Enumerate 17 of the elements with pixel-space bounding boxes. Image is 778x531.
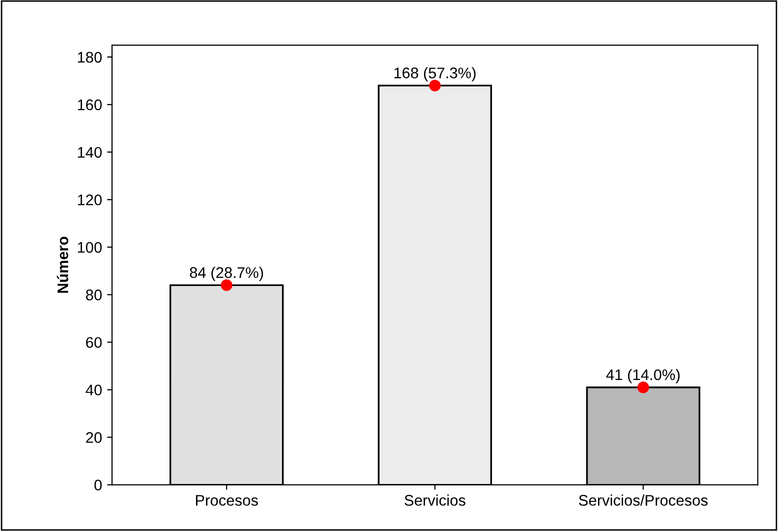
y-tick-label: 100 (78, 242, 102, 253)
y-tick-label: 160 (78, 99, 102, 110)
x-tick-label: Procesos (196, 495, 258, 506)
data-label: 41 (14.0%) (606, 368, 680, 384)
data-label: 84 (28.7%) (190, 266, 264, 281)
y-tick-label: 140 (78, 146, 102, 158)
y-tick-label: 80 (86, 290, 102, 300)
y-axis-title: Número (56, 236, 68, 293)
x-tick-label: Servicios (404, 494, 466, 506)
y-tick-label: 60 (86, 337, 102, 348)
y-tick-label: 20 (86, 432, 102, 443)
y-tick-label: 180 (78, 52, 102, 63)
y-tick-label: 0 (94, 480, 102, 490)
data-label: 168 (57.3%) (394, 67, 476, 82)
y-tick-label: 120 (78, 194, 102, 206)
x-tick-label: Servicios/Procesos (578, 494, 708, 506)
y-tick-label: 40 (86, 384, 102, 396)
